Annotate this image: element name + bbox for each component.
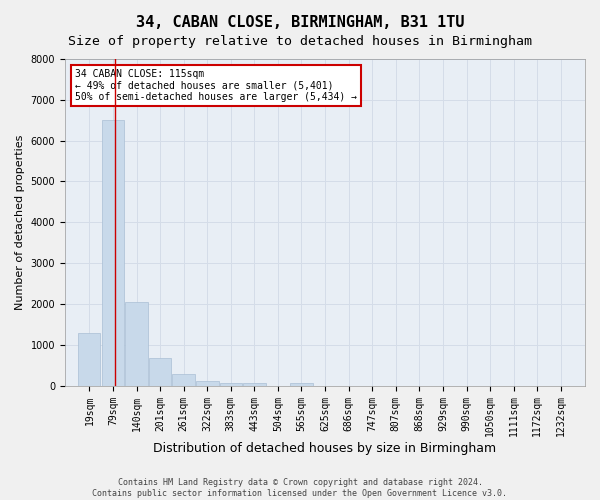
Text: 34 CABAN CLOSE: 115sqm
← 49% of detached houses are smaller (5,401)
50% of semi-: 34 CABAN CLOSE: 115sqm ← 49% of detached… [76, 69, 358, 102]
Text: 34, CABAN CLOSE, BIRMINGHAM, B31 1TU: 34, CABAN CLOSE, BIRMINGHAM, B31 1TU [136, 15, 464, 30]
Bar [196, 381, 218, 386]
Bar [220, 382, 242, 386]
Bar [243, 384, 266, 386]
Bar [125, 302, 148, 386]
Text: Size of property relative to detached houses in Birmingham: Size of property relative to detached ho… [68, 35, 532, 48]
Bar [149, 358, 171, 386]
X-axis label: Distribution of detached houses by size in Birmingham: Distribution of detached houses by size … [154, 442, 497, 455]
Y-axis label: Number of detached properties: Number of detached properties [15, 134, 25, 310]
Text: Contains HM Land Registry data © Crown copyright and database right 2024.
Contai: Contains HM Land Registry data © Crown c… [92, 478, 508, 498]
Bar [79, 332, 100, 386]
Bar [101, 120, 124, 386]
Bar [290, 382, 313, 386]
Bar [172, 374, 195, 386]
